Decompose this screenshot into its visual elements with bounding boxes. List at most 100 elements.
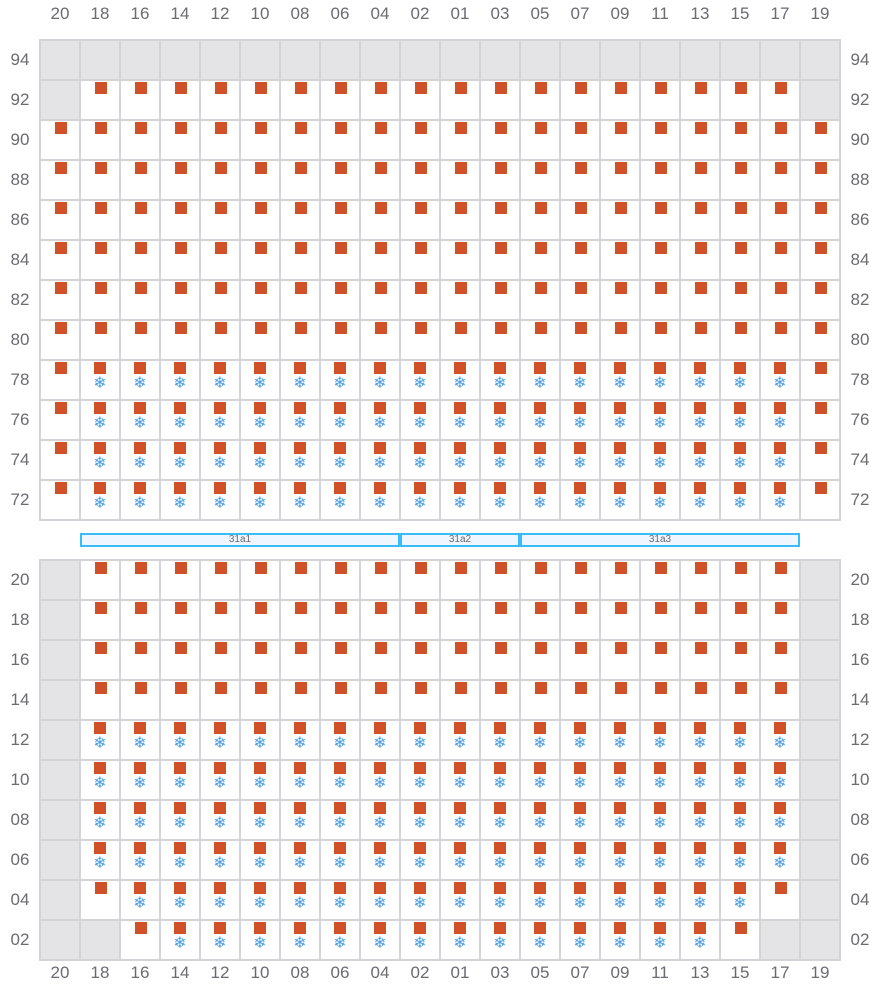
slot-cell[interactable]	[721, 161, 759, 199]
slot-cell[interactable]: ❄	[521, 481, 559, 519]
slot-cell[interactable]: ❄	[481, 801, 519, 839]
slot-cell[interactable]	[41, 281, 79, 319]
slot-cell[interactable]: ❄	[361, 761, 399, 799]
slot-cell[interactable]: ❄	[241, 801, 279, 839]
slot-cell[interactable]	[121, 601, 159, 639]
slot-cell[interactable]	[801, 201, 839, 239]
slot-cell[interactable]	[401, 161, 439, 199]
slot-cell[interactable]	[41, 161, 79, 199]
slot-cell[interactable]: ❄	[161, 481, 199, 519]
slot-cell[interactable]	[241, 561, 279, 599]
slot-cell[interactable]: ❄	[721, 801, 759, 839]
slot-cell[interactable]: ❄	[601, 761, 639, 799]
slot-cell[interactable]	[121, 561, 159, 599]
slot-cell[interactable]	[281, 321, 319, 359]
slot-cell[interactable]	[681, 601, 719, 639]
slot-cell[interactable]	[81, 241, 119, 279]
slot-cell[interactable]	[81, 201, 119, 239]
slot-cell[interactable]	[201, 121, 239, 159]
slot-cell[interactable]: ❄	[321, 481, 359, 519]
slot-cell[interactable]: ❄	[241, 481, 279, 519]
slot-cell[interactable]	[161, 321, 199, 359]
slot-cell[interactable]: ❄	[561, 841, 599, 879]
slot-cell[interactable]	[561, 641, 599, 679]
slot-cell[interactable]: ❄	[241, 881, 279, 919]
slot-cell[interactable]	[321, 681, 359, 719]
slot-cell[interactable]: ❄	[641, 881, 679, 919]
slot-cell[interactable]: ❄	[321, 841, 359, 879]
slot-cell[interactable]: ❄	[641, 441, 679, 479]
slot-cell[interactable]: ❄	[441, 841, 479, 879]
slot-cell[interactable]	[121, 681, 159, 719]
slot-cell[interactable]: ❄	[401, 401, 439, 439]
slot-cell[interactable]	[321, 121, 359, 159]
slot-cell[interactable]	[761, 201, 799, 239]
slot-cell[interactable]	[761, 81, 799, 119]
slot-cell[interactable]: ❄	[121, 881, 159, 919]
slot-cell[interactable]	[161, 601, 199, 639]
slot-cell[interactable]: ❄	[681, 841, 719, 879]
slot-cell[interactable]	[761, 641, 799, 679]
slot-cell[interactable]	[601, 561, 639, 599]
slot-cell[interactable]: ❄	[441, 801, 479, 839]
slot-cell[interactable]	[281, 601, 319, 639]
slot-cell[interactable]	[441, 281, 479, 319]
slot-cell[interactable]	[41, 201, 79, 239]
slot-cell[interactable]	[281, 281, 319, 319]
slot-cell[interactable]	[601, 161, 639, 199]
slot-cell[interactable]	[281, 161, 319, 199]
slot-cell[interactable]: ❄	[401, 761, 439, 799]
slot-cell[interactable]	[681, 321, 719, 359]
slot-cell[interactable]	[481, 201, 519, 239]
slot-cell[interactable]: ❄	[721, 881, 759, 919]
slot-cell[interactable]	[161, 201, 199, 239]
slot-cell[interactable]: ❄	[521, 761, 559, 799]
slot-cell[interactable]	[801, 321, 839, 359]
slot-cell[interactable]: ❄	[561, 761, 599, 799]
slot-cell[interactable]: ❄	[721, 721, 759, 759]
slot-cell[interactable]	[361, 641, 399, 679]
slot-cell[interactable]	[401, 641, 439, 679]
slot-cell[interactable]: ❄	[601, 881, 639, 919]
slot-cell[interactable]: ❄	[241, 441, 279, 479]
slot-cell[interactable]: ❄	[121, 361, 159, 399]
slot-cell[interactable]: ❄	[761, 441, 799, 479]
slot-cell[interactable]	[641, 601, 679, 639]
slot-cell[interactable]: ❄	[721, 481, 759, 519]
slot-cell[interactable]	[361, 81, 399, 119]
slot-cell[interactable]	[721, 121, 759, 159]
slot-cell[interactable]: ❄	[401, 801, 439, 839]
slot-cell[interactable]: ❄	[81, 401, 119, 439]
slot-cell[interactable]	[761, 161, 799, 199]
slot-cell[interactable]: ❄	[481, 441, 519, 479]
slot-cell[interactable]: ❄	[441, 721, 479, 759]
slot-cell[interactable]	[121, 161, 159, 199]
slot-cell[interactable]	[761, 321, 799, 359]
slot-cell[interactable]	[361, 201, 399, 239]
slot-cell[interactable]	[681, 281, 719, 319]
slot-cell[interactable]	[521, 561, 559, 599]
slot-cell[interactable]: ❄	[481, 721, 519, 759]
slot-cell[interactable]: ❄	[441, 761, 479, 799]
slot-cell[interactable]: ❄	[281, 721, 319, 759]
slot-cell[interactable]	[441, 201, 479, 239]
slot-cell[interactable]: ❄	[401, 841, 439, 879]
slot-cell[interactable]	[321, 161, 359, 199]
slot-cell[interactable]	[441, 121, 479, 159]
slot-cell[interactable]: ❄	[361, 721, 399, 759]
slot-cell[interactable]: ❄	[761, 401, 799, 439]
slot-cell[interactable]	[41, 441, 79, 479]
slot-cell[interactable]: ❄	[361, 801, 399, 839]
slot-cell[interactable]: ❄	[161, 921, 199, 959]
slot-cell[interactable]: ❄	[361, 441, 399, 479]
slot-cell[interactable]	[41, 121, 79, 159]
slot-cell[interactable]	[481, 161, 519, 199]
slot-cell[interactable]: ❄	[601, 401, 639, 439]
slot-cell[interactable]	[121, 121, 159, 159]
slot-cell[interactable]	[561, 561, 599, 599]
slot-cell[interactable]: ❄	[561, 721, 599, 759]
slot-cell[interactable]: ❄	[321, 881, 359, 919]
slot-cell[interactable]	[721, 601, 759, 639]
slot-cell[interactable]	[441, 321, 479, 359]
slot-cell[interactable]	[161, 161, 199, 199]
